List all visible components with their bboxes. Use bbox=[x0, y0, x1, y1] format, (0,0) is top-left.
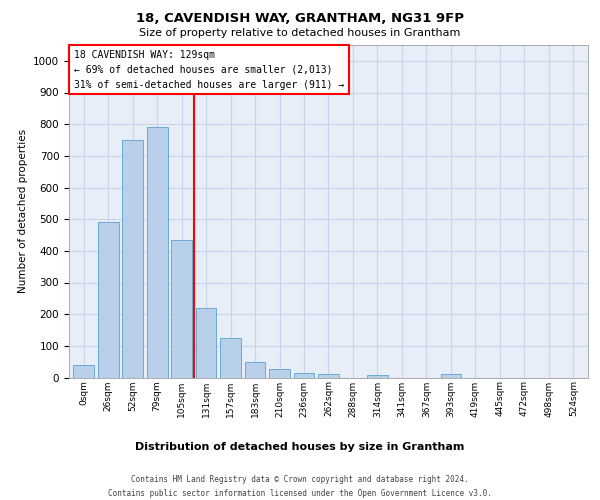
Text: 18, CAVENDISH WAY, GRANTHAM, NG31 9FP: 18, CAVENDISH WAY, GRANTHAM, NG31 9FP bbox=[136, 12, 464, 26]
Bar bbox=[269, 369, 290, 378]
Bar bbox=[73, 365, 94, 378]
Bar bbox=[293, 373, 314, 378]
Bar bbox=[122, 140, 143, 378]
Text: 18 CAVENDISH WAY: 129sqm
← 69% of detached houses are smaller (2,013)
31% of sem: 18 CAVENDISH WAY: 129sqm ← 69% of detach… bbox=[74, 50, 344, 90]
Bar bbox=[171, 240, 192, 378]
Bar bbox=[245, 362, 265, 378]
Bar bbox=[196, 308, 217, 378]
Bar bbox=[98, 222, 119, 378]
Text: Distribution of detached houses by size in Grantham: Distribution of detached houses by size … bbox=[136, 442, 464, 452]
Bar bbox=[367, 375, 388, 378]
Bar bbox=[220, 338, 241, 378]
Y-axis label: Number of detached properties: Number of detached properties bbox=[17, 129, 28, 294]
Bar bbox=[147, 128, 167, 378]
Text: Size of property relative to detached houses in Grantham: Size of property relative to detached ho… bbox=[139, 28, 461, 38]
Bar bbox=[318, 374, 339, 378]
Text: Contains HM Land Registry data © Crown copyright and database right 2024.
Contai: Contains HM Land Registry data © Crown c… bbox=[108, 476, 492, 498]
Bar bbox=[440, 374, 461, 378]
